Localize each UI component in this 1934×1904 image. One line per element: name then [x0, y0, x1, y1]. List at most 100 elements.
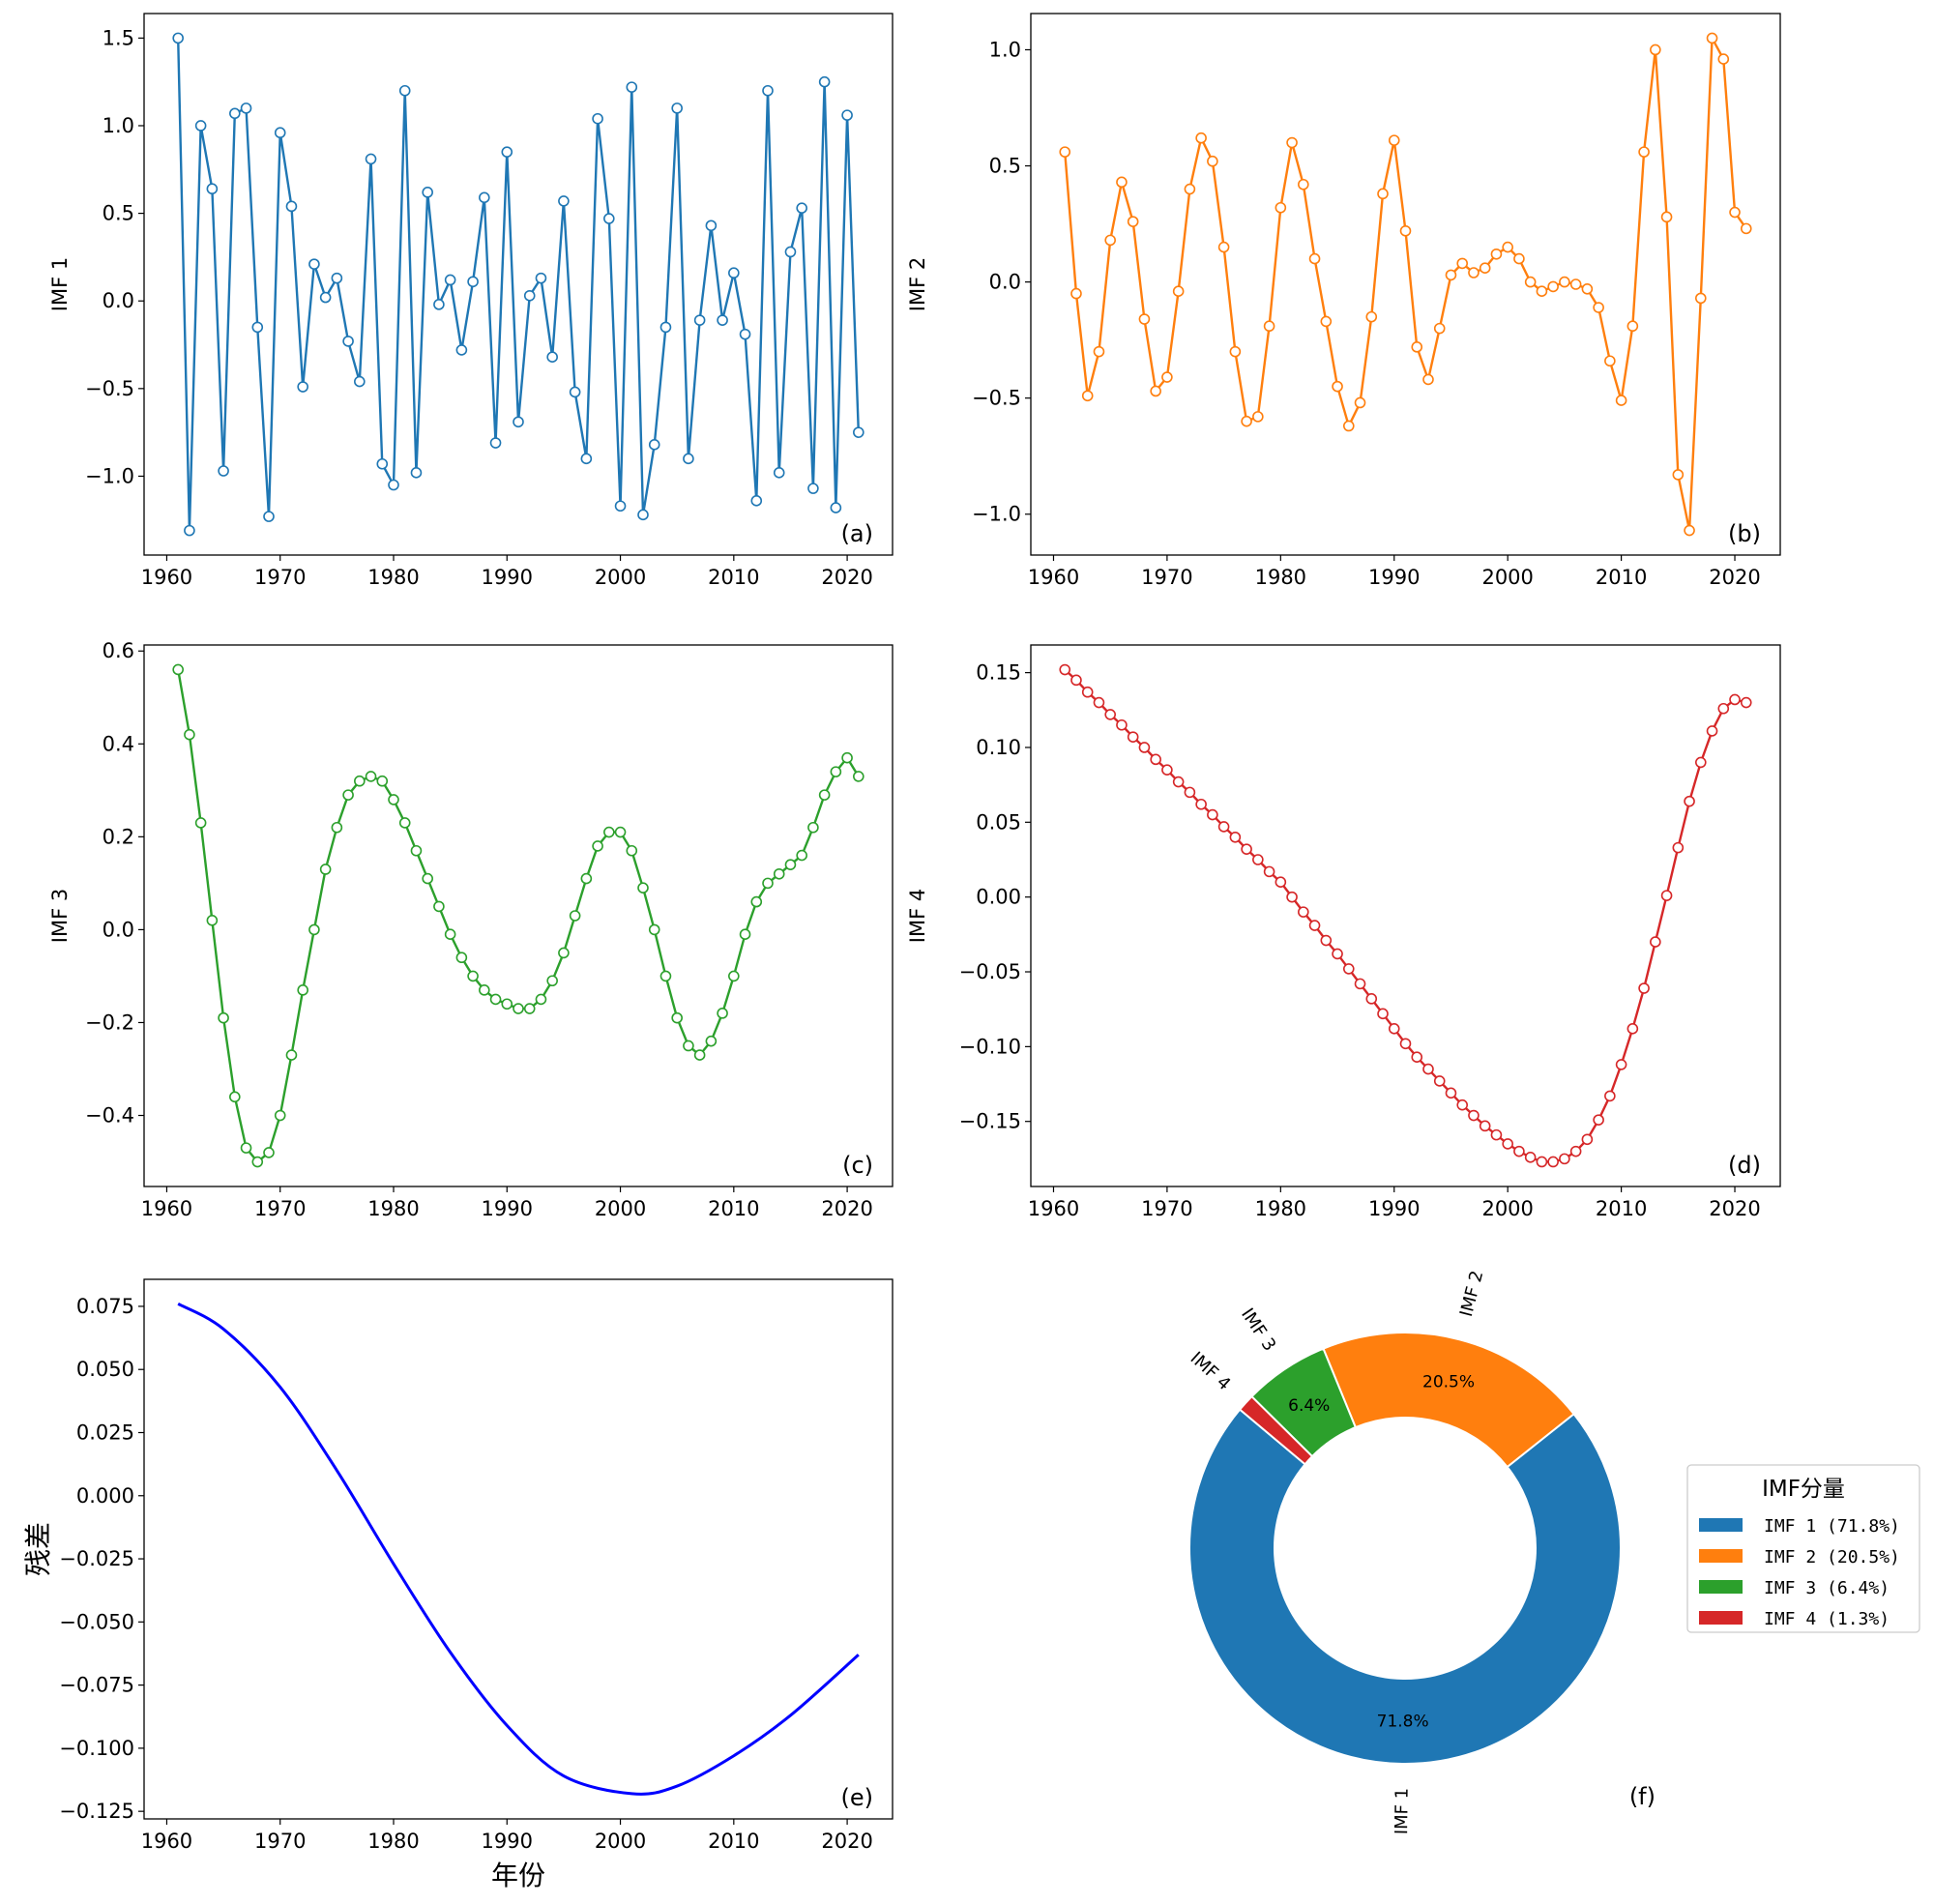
data-point [1207, 155, 1218, 167]
data-point [659, 321, 672, 334]
data-point [206, 183, 219, 195]
data-point [444, 274, 456, 286]
x-tick-label: 1960 [141, 1197, 192, 1220]
data-point [1263, 320, 1275, 333]
y-tick-label: 1.0 [989, 38, 1021, 61]
data-point [1127, 216, 1139, 227]
panel-label: (f) [1629, 1783, 1656, 1810]
data-point [592, 840, 603, 852]
data-point [1559, 1153, 1570, 1165]
series-line [176, 669, 860, 1164]
data-point [1263, 865, 1275, 878]
data-point [240, 103, 252, 114]
data-point [558, 947, 570, 959]
x-tick-label: 1990 [482, 566, 533, 589]
data-point [342, 336, 354, 347]
data-point [614, 500, 627, 513]
data-point [693, 1049, 706, 1061]
y-tick-label: −1.0 [85, 464, 134, 487]
y-tick-label: −1.0 [972, 503, 1021, 526]
data-point [841, 751, 853, 764]
data-point [1172, 776, 1185, 788]
data-point [1729, 206, 1741, 219]
y-axis-label: IMF 3 [48, 889, 72, 943]
data-point [376, 457, 389, 470]
y-tick-label: −0.5 [85, 377, 134, 400]
x-tick-label: 2010 [1596, 1197, 1647, 1220]
y-axis-label: 残差 [22, 1522, 54, 1576]
data-point [229, 107, 241, 120]
data-point [1729, 693, 1741, 706]
data-point [1717, 702, 1730, 715]
data-point [1150, 753, 1161, 766]
pie-label: IMF 3 [1237, 1304, 1279, 1355]
data-point [513, 416, 524, 428]
data-point [433, 299, 445, 310]
data-point [1547, 280, 1559, 293]
data-point [240, 1142, 252, 1154]
data-point [1059, 663, 1071, 676]
data-point [388, 479, 399, 491]
data-point [1298, 178, 1309, 190]
data-point [331, 272, 343, 284]
data-point [1332, 380, 1343, 393]
data-point [1399, 224, 1412, 237]
data-point [603, 213, 615, 224]
data-point [184, 524, 195, 537]
data-point [1252, 854, 1264, 865]
panel-label: (d) [1728, 1152, 1761, 1179]
pie-pct-label: 6.4% [1288, 1396, 1330, 1416]
data-point [218, 465, 229, 477]
data-point [1422, 1063, 1434, 1075]
data-point [1275, 201, 1287, 214]
data-point [1138, 313, 1151, 325]
y-tick-label: 0.5 [989, 155, 1021, 178]
data-point [1252, 411, 1264, 423]
panel-label: (a) [841, 520, 873, 547]
data-point [626, 844, 638, 857]
data-point [1399, 1038, 1412, 1050]
data-point [1740, 222, 1752, 235]
data-point [354, 775, 366, 787]
data-point [1672, 469, 1685, 481]
data-point [1070, 674, 1082, 687]
data-point [841, 109, 853, 121]
data-point [739, 328, 751, 340]
y-tick-label: −0.15 [959, 1110, 1021, 1133]
data-point [1445, 269, 1457, 281]
x-tick-label: 1960 [1028, 566, 1079, 589]
x-tick-label: 1960 [141, 566, 192, 589]
data-point [1207, 808, 1218, 821]
data-point [489, 437, 502, 449]
data-point [1615, 1059, 1627, 1070]
data-point [1615, 395, 1627, 406]
data-point [1320, 934, 1333, 947]
data-point [1638, 982, 1650, 994]
y-tick-label: 1.5 [103, 26, 134, 49]
data-point [523, 289, 536, 302]
data-point [1172, 285, 1185, 298]
data-point [1672, 841, 1685, 854]
y-tick-label: −0.125 [59, 1800, 134, 1823]
data-point [1660, 211, 1673, 223]
data-point [1229, 831, 1242, 843]
data-point [1411, 1051, 1423, 1063]
data-point [274, 1109, 286, 1122]
data-point [659, 970, 672, 982]
data-point [1195, 798, 1207, 810]
data-point [1138, 742, 1151, 753]
x-tick-label: 1960 [141, 1830, 192, 1853]
data-point [1581, 283, 1594, 295]
data-point [1593, 302, 1604, 313]
y-tick-label: −0.10 [959, 1035, 1021, 1058]
x-tick-label: 2020 [821, 566, 872, 589]
pie-wedge-4 [1238, 1394, 1314, 1466]
x-tick-label: 1980 [1255, 566, 1306, 589]
data-point [1479, 1120, 1491, 1132]
data-point [1150, 385, 1161, 397]
data-point [513, 1003, 524, 1014]
y-tick-label: −0.5 [972, 387, 1021, 410]
data-point [717, 1008, 728, 1019]
data-point [1365, 310, 1378, 323]
axes-frame [143, 1278, 894, 1820]
